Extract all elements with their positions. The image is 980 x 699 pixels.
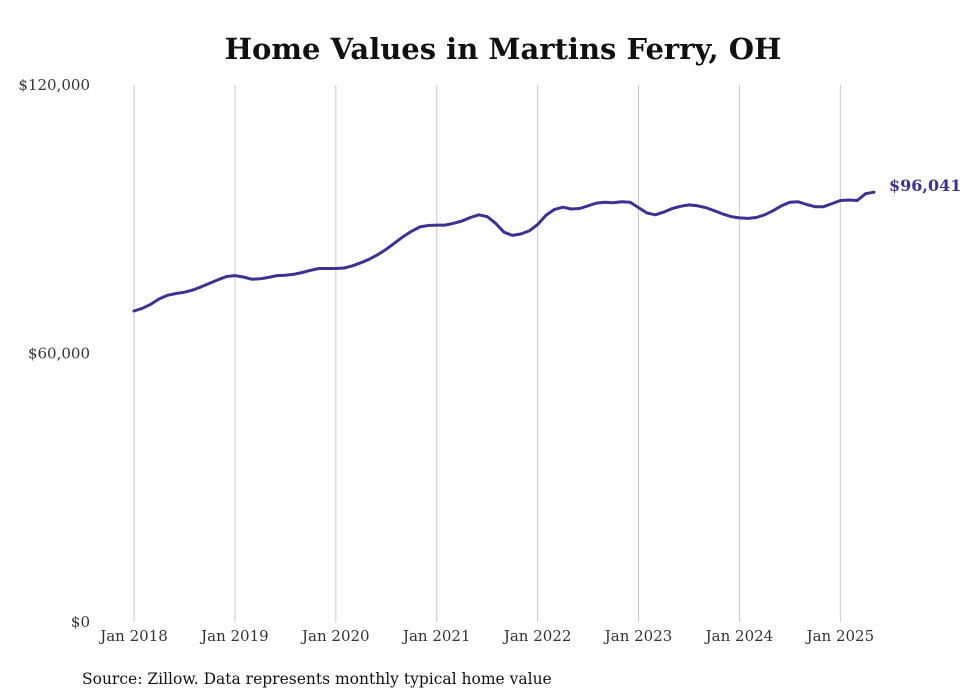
y-tick-label: $0 [71,613,90,631]
end-value-label: $96,041 [889,176,961,195]
x-tick-label: Jan 2020 [300,627,370,645]
x-tick-label: Jan 2022 [502,627,572,645]
series-line [132,190,876,313]
x-tick-label: Jan 2024 [704,627,774,645]
x-tick-label: Jan 2021 [401,627,471,645]
x-tick-label: Jan 2018 [98,627,168,645]
chart-title: Home Values in Martins Ferry, OH [225,32,782,66]
x-tick-label: Jan 2025 [805,627,875,645]
x-tick-label: Jan 2023 [603,627,673,645]
y-axis-ticks: $0 $60,000 $120,000 [18,76,90,631]
y-tick-label: $60,000 [28,345,90,363]
x-axis-ticks: Jan 2018 Jan 2019 Jan 2020 Jan 2021 Jan 2022… [98,627,874,645]
y-tick-label: $120,000 [18,76,90,94]
source-note: Source: Zillow. Data represents monthly … [82,670,552,688]
vertical-gridlines [133,85,841,622]
x-tick-label: Jan 2019 [199,627,269,645]
